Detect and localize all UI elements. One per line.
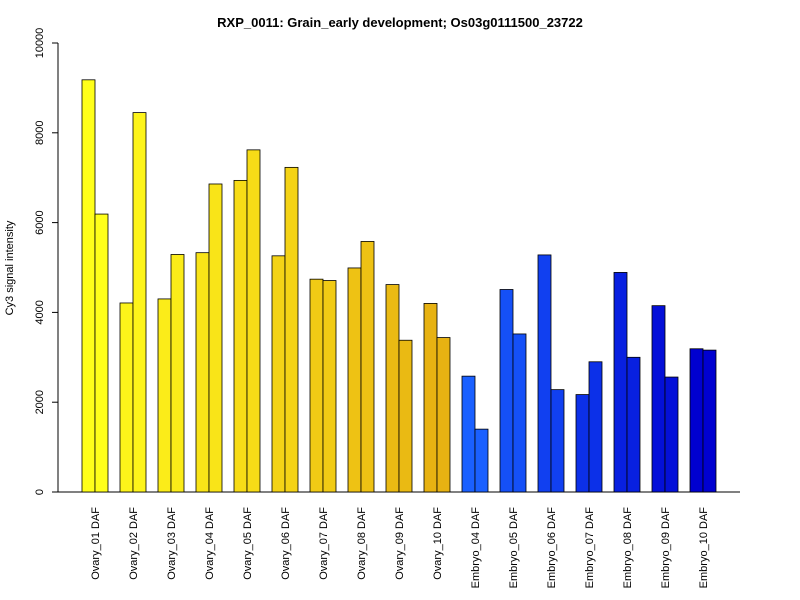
category-label: Embryo_09 DAF [660,507,672,589]
bar [157,298,172,493]
bar [81,79,96,493]
category-labels: Ovary_01 DAF Ovary_02 DAF Ovary_03 DAF Ovar… [90,507,710,589]
bar [512,333,527,493]
chart-title: RXP_0011: Grain_early development; Os03g… [217,15,583,30]
y-tick-label: 10000 [34,28,46,59]
bar [702,349,717,493]
bar [499,289,514,493]
category-label: Ovary_02 DAF [128,507,140,580]
bar [385,284,400,493]
bar [461,375,476,493]
bar [613,272,628,493]
bar [550,389,565,493]
bar [360,241,375,493]
y-tick-label: 0 [34,489,46,495]
category-label: Ovary_09 DAF [394,507,406,580]
category-label: Ovary_07 DAF [318,507,330,580]
category-label: Ovary_08 DAF [356,507,368,580]
category-label: Ovary_04 DAF [204,507,216,580]
bar [246,149,261,493]
category-label: Ovary_01 DAF [90,507,102,580]
y-axis-label: Cy3 signal intensity [4,220,16,315]
bar [347,267,362,493]
bar [284,166,299,493]
bar [575,394,590,493]
bar [436,337,451,493]
bar [233,179,248,493]
bar [537,254,552,493]
category-label: Embryo_07 DAF [584,507,596,589]
category-label: Ovary_03 DAF [166,507,178,580]
y-tick-label: 6000 [34,210,46,234]
bar [309,278,324,493]
category-label: Ovary_06 DAF [280,507,292,580]
bar [271,255,286,493]
bar [208,183,223,493]
category-label: Ovary_05 DAF [242,507,254,580]
bars-group [81,79,717,493]
bar [423,303,438,493]
bar [170,254,185,493]
bar [588,361,603,493]
bar [195,252,210,493]
category-label: Ovary_10 DAF [432,507,444,580]
bar [119,302,134,493]
category-label: Embryo_04 DAF [470,507,482,589]
y-tick-label: 4000 [34,300,46,324]
bar [94,213,109,493]
y-tick-label: 2000 [34,390,46,414]
category-label: Embryo_10 DAF [698,507,710,589]
category-label: Embryo_06 DAF [546,507,558,589]
bar [664,376,679,493]
y-axis: 0 2000 4000 6000 8000 10000 [34,28,59,495]
bar [651,305,666,493]
bar [132,112,147,493]
bar [474,428,489,493]
bar [689,348,704,493]
bar [322,280,337,493]
category-label: Embryo_08 DAF [622,507,634,589]
y-tick-label: 8000 [34,121,46,145]
bar [398,339,413,493]
category-label: Embryo_05 DAF [508,507,520,589]
bar [626,356,641,493]
